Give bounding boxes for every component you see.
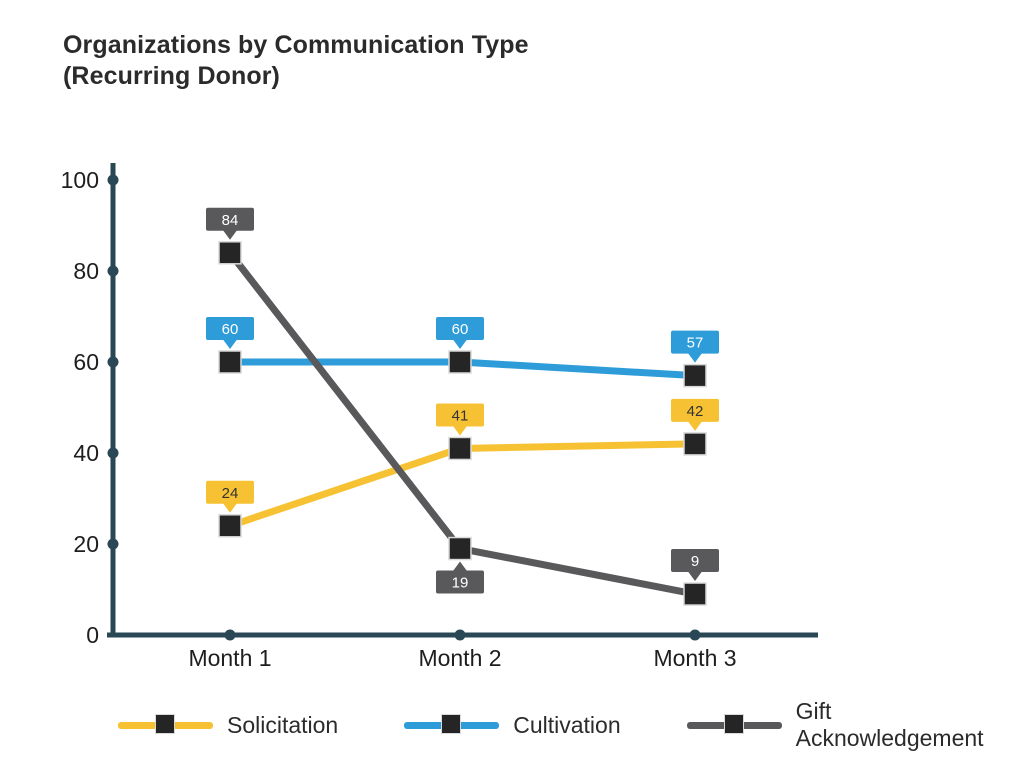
legend: Solicitation Cultivation Gift Acknowledg… bbox=[118, 698, 998, 751]
chart-title-line1: Organizations by Communication Type bbox=[63, 31, 529, 59]
data-label-callout: 42 bbox=[671, 398, 719, 431]
data-label-callout: 41 bbox=[436, 403, 484, 436]
data-point-marker bbox=[218, 514, 242, 538]
legend-item-cultivation: Cultivation bbox=[404, 711, 621, 739]
y-tick-label: 40 bbox=[73, 440, 99, 466]
data-label-value: 84 bbox=[222, 212, 239, 229]
data-label-box bbox=[671, 398, 719, 422]
y-tick-dot bbox=[107, 447, 119, 459]
data-label-box bbox=[206, 317, 254, 340]
data-label-pointer bbox=[453, 425, 467, 436]
x-tick-label: Month 3 bbox=[653, 645, 736, 671]
legend-item-gift-acknowledgement: Gift Acknowledgement bbox=[686, 698, 998, 752]
data-label-pointer bbox=[688, 571, 702, 582]
axes: 0 20 40 60 80 100 Month 1 Month 2 Month 3 bbox=[61, 163, 818, 671]
y-tick-label: 100 bbox=[61, 167, 99, 193]
chart-title: Organizations by Communication Type (Rec… bbox=[63, 30, 529, 92]
data-label-callout: 60 bbox=[436, 317, 484, 349]
data-label-box bbox=[436, 317, 484, 340]
legend-label-cultivation: Cultivation bbox=[513, 711, 621, 738]
data-point-marker bbox=[218, 241, 242, 265]
legend-label-solicitation: Solicitation bbox=[227, 711, 339, 738]
cultivation-line-swatch-icon bbox=[404, 711, 500, 739]
x-tick-dot bbox=[689, 629, 701, 641]
y-tick-dot bbox=[107, 174, 119, 186]
data-point-marker bbox=[218, 350, 242, 374]
solicitation-line-swatch-icon bbox=[118, 711, 213, 739]
data-label-pointer bbox=[223, 339, 237, 349]
data-label-pointer bbox=[688, 353, 702, 363]
y-tick-label: 60 bbox=[73, 349, 99, 375]
data-point-marker bbox=[448, 350, 472, 374]
y-tick-label: 80 bbox=[73, 258, 99, 284]
data-label-value: 24 bbox=[222, 485, 239, 502]
data-label-pointer bbox=[223, 503, 237, 513]
data-point-marker bbox=[448, 436, 472, 461]
data-label-value: 60 bbox=[222, 321, 239, 338]
legend-marker-icon bbox=[155, 714, 175, 734]
data-label-value: 60 bbox=[452, 321, 469, 338]
data-label-box bbox=[436, 570, 484, 594]
data-label-callout: 84 bbox=[206, 207, 254, 240]
data-label-box bbox=[671, 330, 719, 354]
chart-title-line2: (Recurring Donor) bbox=[63, 62, 280, 90]
data-label-pointer bbox=[688, 421, 702, 431]
y-tick-label: 0 bbox=[86, 622, 99, 648]
y-tick-dot bbox=[107, 538, 119, 550]
data-point-marker bbox=[683, 363, 707, 388]
data-label-box bbox=[671, 549, 719, 573]
x-tick-dot bbox=[454, 629, 466, 641]
data-label-value: 57 bbox=[687, 335, 704, 352]
x-tick-label: Month 2 bbox=[418, 645, 501, 671]
data-label-box bbox=[206, 207, 254, 231]
legend-item-solicitation: Solicitation bbox=[118, 711, 338, 739]
y-tick-label: 20 bbox=[73, 531, 99, 557]
data-label-value: 42 bbox=[687, 403, 704, 420]
legend-marker-icon bbox=[441, 714, 462, 734]
data-label-pointer bbox=[223, 230, 237, 240]
data-point-marker bbox=[683, 582, 707, 606]
data-label-value: 9 bbox=[691, 553, 699, 570]
data-label-callout: 57 bbox=[671, 330, 719, 363]
data-label-callout: 19 bbox=[436, 561, 484, 594]
data-label-box bbox=[436, 403, 484, 427]
x-tick-dot bbox=[224, 629, 236, 641]
data-point-marker bbox=[683, 432, 707, 456]
data-label-callout: 60 bbox=[206, 317, 254, 349]
data-point-marker bbox=[448, 536, 472, 561]
x-tick-label: Month 1 bbox=[188, 645, 271, 671]
gift-acknowledgement-line-swatch-icon bbox=[686, 711, 782, 739]
data-label-box bbox=[206, 480, 254, 504]
data-label-pointer bbox=[453, 561, 467, 572]
data-label-callout: 9 bbox=[671, 549, 719, 582]
legend-label-gift-acknowledgement: Gift Acknowledgement bbox=[795, 698, 984, 751]
data-label-callout: 24 bbox=[206, 480, 254, 513]
data-label-value: 41 bbox=[452, 407, 469, 424]
legend-marker-icon bbox=[723, 714, 744, 734]
y-tick-dot bbox=[107, 265, 119, 277]
data-label-value: 19 bbox=[452, 575, 469, 592]
data-label-pointer bbox=[453, 339, 467, 349]
y-tick-dot bbox=[107, 356, 119, 368]
